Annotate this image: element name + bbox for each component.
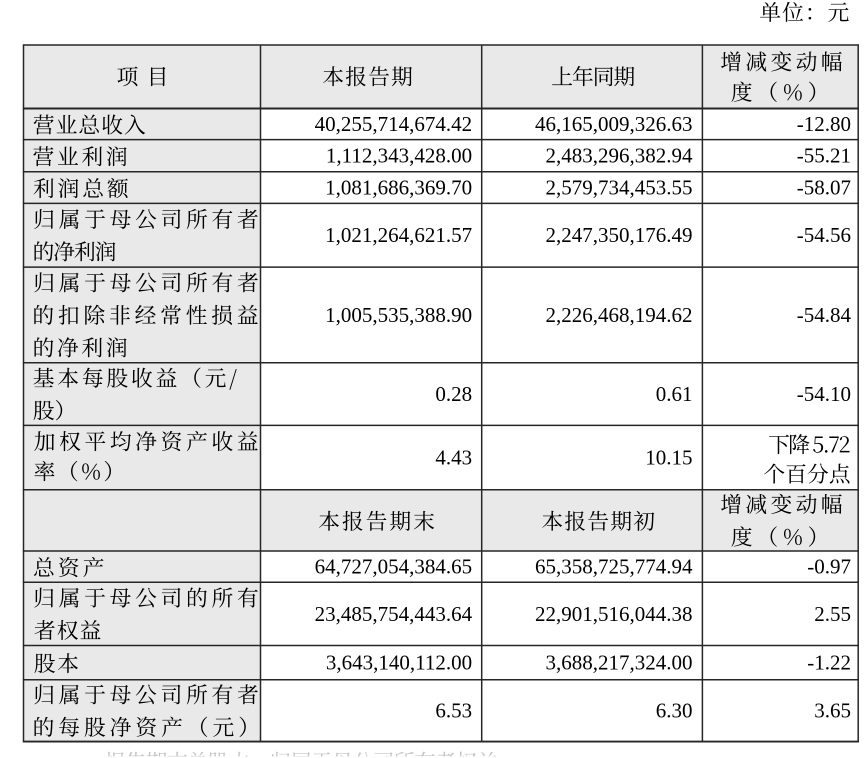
svg-text:46,165,009,326.63: 46,165,009,326.63 (535, 112, 693, 136)
svg-text:2,483,296,382.94: 2,483,296,382.94 (546, 144, 694, 168)
svg-text:0.61: 0.61 (656, 382, 693, 406)
svg-text:0.28: 0.28 (435, 382, 472, 406)
svg-text:2.55: 2.55 (814, 602, 851, 626)
svg-text:2,247,350,176.49: 2,247,350,176.49 (546, 223, 693, 247)
svg-text:1,021,264,621.57: 1,021,264,621.57 (325, 223, 472, 247)
svg-text:-55.21: -55.21 (797, 144, 851, 168)
svg-text:4.43: 4.43 (435, 445, 472, 469)
svg-text:6.53: 6.53 (435, 699, 472, 723)
svg-text:64,727,054,384.65: 64,727,054,384.65 (315, 555, 473, 579)
svg-text:1,005,535,388.90: 1,005,535,388.90 (325, 303, 472, 327)
svg-text:2,226,468,194.62: 2,226,468,194.62 (546, 303, 693, 327)
svg-text:3.65: 3.65 (814, 699, 851, 723)
svg-text:3,643,140,112.00: 3,643,140,112.00 (326, 651, 472, 675)
svg-text:2,579,734,453.55: 2,579,734,453.55 (546, 176, 693, 200)
svg-text:40,255,714,674.42: 40,255,714,674.42 (315, 112, 473, 136)
svg-text:-54.10: -54.10 (797, 382, 851, 406)
svg-text:23,485,754,443.64: 23,485,754,443.64 (315, 602, 473, 626)
svg-text:-54.56: -54.56 (797, 223, 851, 247)
svg-text:3,688,217,324.00: 3,688,217,324.00 (546, 651, 693, 675)
svg-text:-58.07: -58.07 (797, 176, 851, 200)
svg-text:22,901,516,044.38: 22,901,516,044.38 (535, 602, 693, 626)
svg-text:1,081,686,369.70: 1,081,686,369.70 (325, 176, 472, 200)
svg-text:10.15: 10.15 (645, 445, 692, 469)
svg-text:1,112,343,428.00: 1,112,343,428.00 (326, 144, 472, 168)
svg-text:6.30: 6.30 (656, 699, 693, 723)
svg-text:-1.22: -1.22 (807, 651, 851, 675)
svg-text:-54.84: -54.84 (797, 303, 852, 327)
svg-text:-0.97: -0.97 (807, 555, 851, 579)
svg-text:-12.80: -12.80 (797, 112, 851, 136)
svg-text:65,358,725,774.94: 65,358,725,774.94 (535, 555, 693, 579)
